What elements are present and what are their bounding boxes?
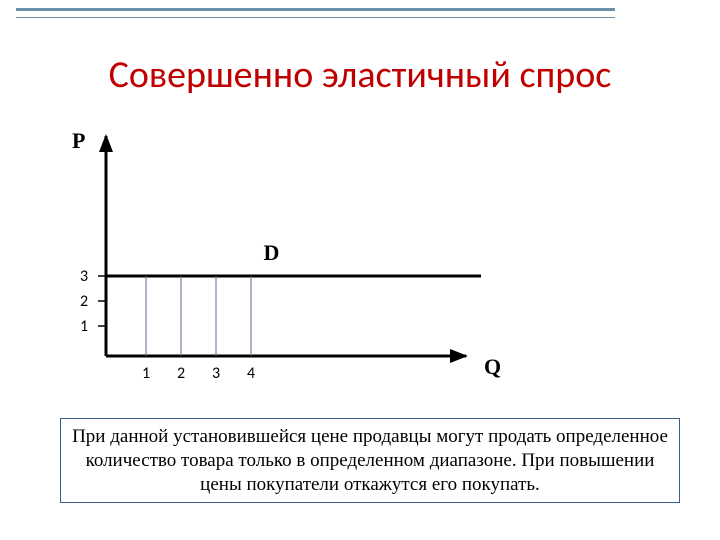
demand-label: D xyxy=(264,240,280,265)
x-tick-label: 2 xyxy=(177,364,185,383)
y-tick-label: 2 xyxy=(80,292,88,311)
demand-chart: P Q 1 2 3 D 1 2 3 4 xyxy=(36,116,516,396)
y-tick-label: 3 xyxy=(80,267,88,286)
x-tick-label: 3 xyxy=(212,364,220,383)
x-tick-label: 4 xyxy=(247,364,255,383)
x-axis-label: Q xyxy=(484,354,501,379)
slide-title: Совершенно эластичный спрос xyxy=(0,52,720,98)
y-axis-label: P xyxy=(72,128,85,153)
y-tick-label: 1 xyxy=(80,317,88,336)
x-tick-label: 1 xyxy=(142,364,150,383)
description-box: При данной установившейся цене продавцы … xyxy=(60,418,680,503)
header-rule xyxy=(16,8,615,18)
